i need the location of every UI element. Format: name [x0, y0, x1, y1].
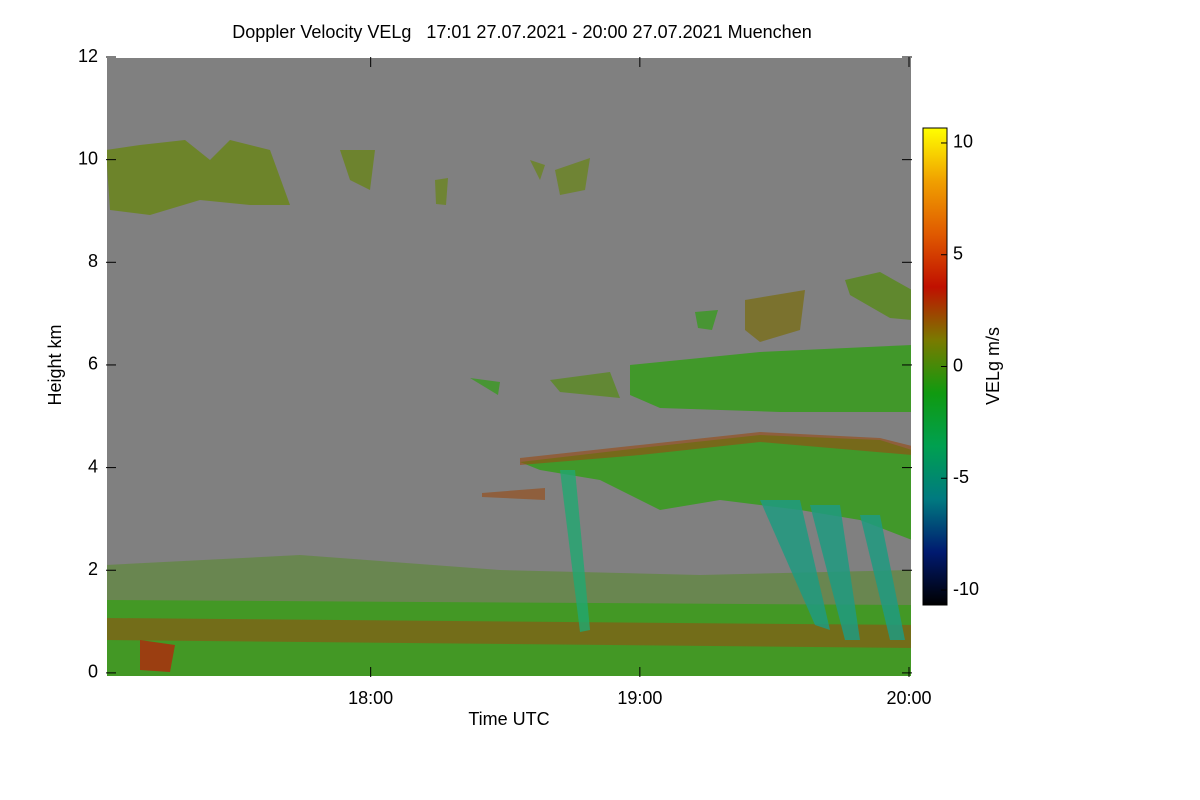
echo-region	[106, 140, 290, 215]
x-tick-label: 18:00	[348, 688, 393, 708]
echo-region	[630, 345, 912, 412]
echo-region	[530, 160, 545, 180]
y-tick-label: 6	[88, 354, 98, 374]
echo-region	[760, 500, 830, 630]
echo-region	[810, 505, 860, 640]
x-tick-label: 20:00	[886, 688, 931, 708]
echo-region	[560, 470, 590, 632]
x-tick-label: 19:00	[617, 688, 662, 708]
y-tick-label: 2	[88, 559, 98, 579]
echo-region	[520, 432, 912, 465]
echo-region	[555, 158, 590, 195]
echo-region	[745, 290, 805, 342]
y-tick-label: 12	[78, 46, 98, 66]
colorbar-tick-label: 0	[953, 355, 963, 375]
colorbar-label: VELg m/s	[983, 327, 1003, 405]
echo-region	[520, 435, 912, 540]
plot-frame	[105, 56, 913, 678]
echo-region	[470, 378, 500, 395]
x-axis-label: Time UTC	[468, 709, 549, 729]
colorbar-tick-label: -10	[953, 579, 979, 599]
echo-region	[106, 618, 912, 648]
y-tick-label: 0	[88, 662, 98, 682]
echo-region	[340, 150, 375, 190]
echo-region	[860, 515, 905, 640]
colorbar-tick-label: 10	[953, 132, 973, 152]
echo-region	[695, 310, 718, 330]
y-axis-label: Height km	[45, 324, 65, 405]
colorbar-tick-label: -5	[953, 467, 969, 487]
y-tick-label: 8	[88, 251, 98, 271]
colorbar-tick-label: 5	[953, 243, 963, 263]
y-tick-label: 10	[78, 148, 98, 168]
y-tick-label: 4	[88, 456, 98, 476]
echo-region	[140, 640, 175, 672]
chart-title: Doppler Velocity VELg 17:01 27.07.2021 -…	[232, 22, 811, 42]
echo-field	[106, 140, 912, 677]
echo-region	[482, 488, 545, 500]
echo-region	[845, 272, 912, 320]
echo-region	[435, 178, 448, 205]
echo-region	[550, 372, 620, 398]
